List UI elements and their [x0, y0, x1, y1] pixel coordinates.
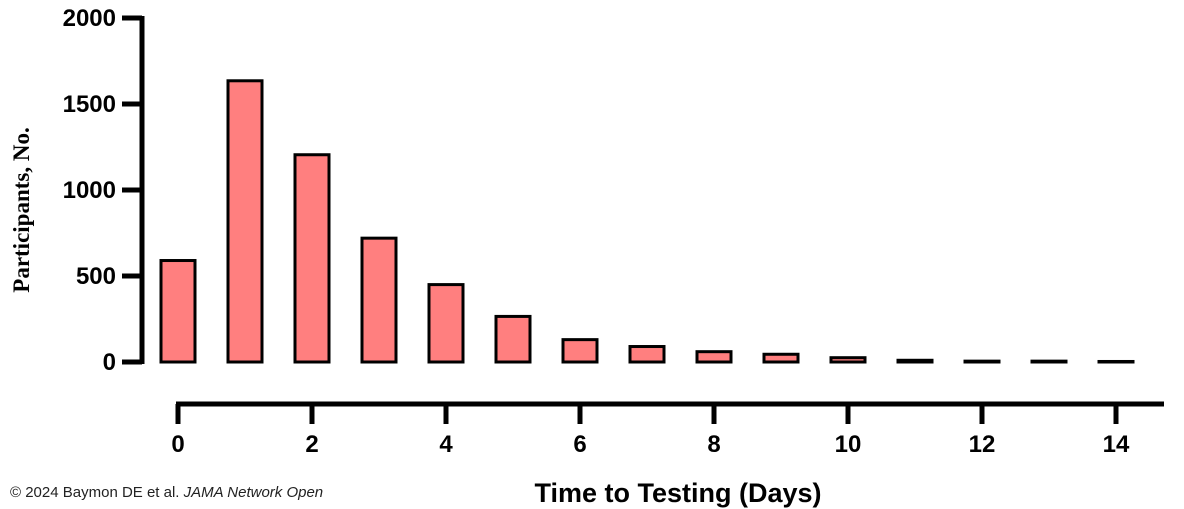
bar — [896, 358, 934, 364]
journal-name: JAMA Network Open — [183, 484, 324, 501]
bar — [427, 283, 465, 364]
y-axis: 0 500 1000 1500 2000 — [63, 5, 145, 376]
bar — [159, 259, 197, 364]
x-tick-label: 6 — [573, 431, 586, 458]
x-axis: 0 2 4 6 8 10 12 14 — [171, 401, 1164, 458]
x-tick-label: 8 — [707, 431, 720, 458]
credit-text: © 2024 Baymon DE et al. — [10, 484, 184, 501]
x-axis-title: Time to Testing (Days) — [534, 478, 821, 508]
x-tick-label: 0 — [171, 431, 184, 458]
bar — [561, 338, 599, 364]
bars — [159, 79, 1135, 364]
bar — [628, 345, 666, 364]
y-tick-label: 0 — [103, 349, 116, 376]
x-tick-label: 14 — [1103, 431, 1130, 458]
y-tick-label: 1000 — [63, 177, 116, 204]
y-tick-label: 500 — [76, 263, 116, 290]
bar — [226, 79, 264, 364]
bar — [963, 359, 1001, 364]
bar — [762, 352, 800, 364]
x-tick-label: 12 — [969, 431, 996, 458]
bar — [1030, 359, 1068, 364]
x-tick-label: 10 — [835, 431, 862, 458]
bar — [293, 153, 331, 364]
bar — [360, 236, 398, 364]
bar — [829, 356, 867, 364]
x-tick-label: 4 — [439, 431, 453, 458]
y-tick-label: 2000 — [63, 5, 116, 32]
y-tick-label: 1500 — [63, 91, 116, 118]
bar — [1097, 359, 1135, 364]
copyright-credit: © 2024 Baymon DE et al. JAMA Network Ope… — [10, 484, 323, 501]
x-tick-label: 2 — [305, 431, 318, 458]
bar — [494, 314, 532, 364]
y-axis-title: Participants, No. — [9, 127, 34, 292]
bar — [695, 350, 733, 364]
